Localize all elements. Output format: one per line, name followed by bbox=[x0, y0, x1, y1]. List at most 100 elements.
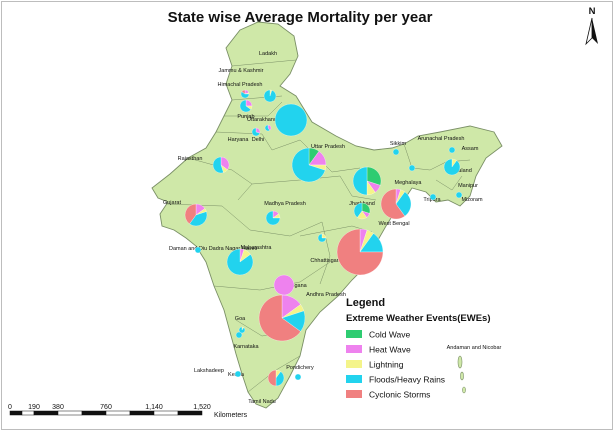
state-label: Uttar Pradesh bbox=[311, 144, 345, 150]
state-label: Ladakh bbox=[259, 51, 277, 57]
pie-slice-floods bbox=[189, 211, 208, 227]
scale-tick-label: 190 bbox=[28, 404, 40, 411]
legend-label-cyclonic: Cyclonic Storms bbox=[369, 390, 430, 400]
scale-tick-label: 1,520 bbox=[193, 404, 211, 411]
state-pie bbox=[194, 246, 202, 254]
state-pie bbox=[238, 326, 246, 334]
scale-segment bbox=[129, 410, 155, 416]
pie-slice-floods bbox=[274, 103, 308, 137]
pie-slice-floods bbox=[234, 370, 242, 378]
pie-slice-floods bbox=[251, 127, 260, 137]
andaman-nicobar-islands bbox=[457, 355, 466, 394]
state-label: Maharashtra bbox=[241, 245, 273, 251]
state-label: Meghalaya bbox=[395, 180, 423, 186]
pie-slice-floods bbox=[443, 158, 461, 176]
state-pie bbox=[353, 202, 371, 220]
state-label: West Bengal bbox=[378, 221, 409, 227]
state-label: Assam bbox=[462, 146, 479, 152]
pie-slice-floods bbox=[239, 99, 252, 113]
pie-slice-floods bbox=[395, 191, 412, 217]
state-label: Arunachal Pradesh bbox=[418, 136, 465, 142]
north-label: N bbox=[589, 6, 596, 17]
state-label: Delhi bbox=[252, 137, 265, 143]
pie-slice-floods bbox=[455, 191, 463, 199]
state-pie bbox=[380, 188, 412, 220]
legend-label-cold-wave: Cold Wave bbox=[369, 330, 411, 340]
state-pie bbox=[294, 373, 302, 381]
pie-slice-cold-wave bbox=[366, 166, 382, 186]
north-arrow-icon: N bbox=[585, 6, 598, 46]
pie-slice-floods bbox=[238, 326, 246, 334]
state-pie bbox=[234, 370, 242, 378]
state-label: Karnataka bbox=[233, 344, 259, 350]
state-pie bbox=[251, 127, 261, 137]
legend-label-lightning: Lightning bbox=[369, 360, 404, 370]
pie-slice-floods bbox=[294, 373, 302, 381]
pie-slice-cyclonic bbox=[380, 188, 406, 220]
state-label: Punjab bbox=[237, 114, 254, 120]
scale-unit-label: Kilometers bbox=[214, 412, 248, 419]
pie-slice-floods bbox=[212, 156, 224, 174]
state-label: Goa bbox=[235, 316, 246, 322]
state-pie bbox=[352, 166, 382, 196]
state-pie bbox=[239, 99, 253, 113]
state-pie bbox=[240, 89, 250, 99]
state-pie bbox=[263, 89, 277, 103]
scale-tick-label: 1,140 bbox=[145, 404, 163, 411]
state-label: Lakshadeep bbox=[194, 368, 224, 374]
legend-label-heat-wave: Heat Wave bbox=[369, 345, 411, 355]
state-pie bbox=[264, 124, 272, 132]
pie-slice-floods bbox=[264, 124, 270, 132]
scale-segment bbox=[153, 410, 179, 416]
state-label: Tamil Nadu bbox=[248, 399, 276, 405]
state-pie bbox=[443, 158, 461, 176]
state-label: Daman and Diu Dadra Nagar Haveli bbox=[169, 246, 257, 252]
state-pie bbox=[212, 156, 230, 174]
state-label: Mizoram bbox=[461, 197, 483, 203]
legend-label-floods: Floods/Heavy Rains bbox=[369, 375, 445, 385]
state-label: Haryana bbox=[228, 137, 250, 143]
state-pie bbox=[184, 203, 208, 227]
state-pie bbox=[291, 147, 327, 183]
pie-slice-cyclonic bbox=[267, 369, 277, 387]
pie-slice-heat-wave bbox=[273, 274, 295, 296]
legend-swatch-floods bbox=[346, 375, 362, 383]
pie-slice-cyclonic bbox=[258, 294, 301, 342]
legend-swatch-heat-wave bbox=[346, 345, 362, 353]
scale-tick-label: 0 bbox=[8, 404, 12, 411]
state-label: Andaman and Nicobar bbox=[447, 345, 502, 351]
pie-slice-floods bbox=[263, 89, 277, 103]
state-pie bbox=[265, 210, 281, 226]
scale-segment bbox=[81, 410, 107, 416]
scale-segment bbox=[57, 410, 83, 416]
state-pie bbox=[258, 294, 306, 342]
pie-slice-floods bbox=[194, 246, 202, 254]
scale-bar: 0 190 380 760 1,140 1,520 Kilometers bbox=[8, 404, 248, 419]
pie-slice-floods bbox=[392, 148, 400, 156]
legend: Legend Extreme Weather Events(EWEs) Cold… bbox=[346, 297, 491, 400]
state-pie bbox=[455, 191, 463, 199]
pie-slice-floods bbox=[291, 147, 326, 183]
state-pie bbox=[392, 148, 400, 156]
state-label: Rajasthan bbox=[178, 156, 203, 162]
state-pie bbox=[448, 146, 456, 154]
pie-slice-floods bbox=[265, 210, 281, 226]
pie-slice-floods bbox=[240, 91, 250, 99]
scale-segment bbox=[177, 410, 203, 416]
legend-title: Legend bbox=[346, 297, 385, 309]
scale-segment bbox=[33, 410, 59, 416]
state-label: Telangana bbox=[281, 283, 307, 289]
state-pie bbox=[317, 233, 327, 243]
scale-tick-label: 380 bbox=[52, 404, 64, 411]
scale-segment bbox=[21, 410, 35, 416]
pie-slice-floods bbox=[408, 164, 416, 172]
state-label: Himachal Pradesh bbox=[218, 82, 263, 88]
state-label: Manipur bbox=[458, 183, 478, 189]
state-pie bbox=[408, 164, 416, 172]
state-pie bbox=[235, 331, 243, 339]
pie-layer bbox=[184, 89, 463, 387]
state-label: Chhattisgarh bbox=[310, 258, 341, 264]
state-label: Madhya Pradesh bbox=[264, 201, 306, 207]
